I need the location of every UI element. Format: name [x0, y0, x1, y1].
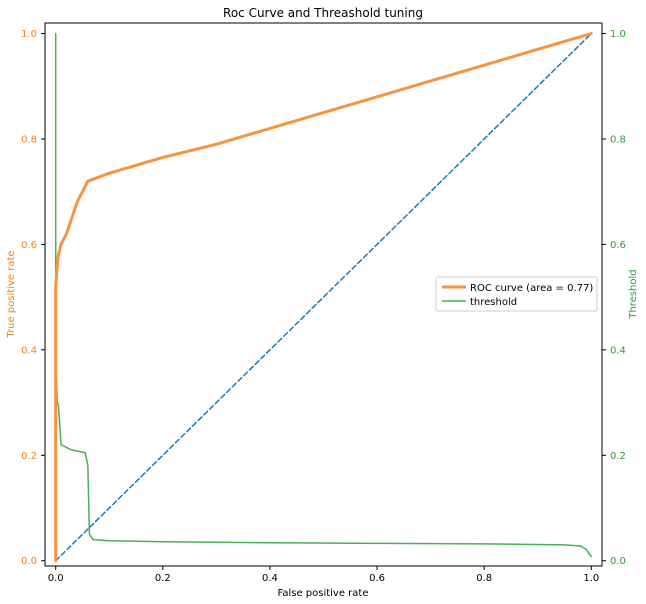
y-tick-label: 0.0 — [21, 556, 37, 567]
y2-tick-label: 1.0 — [610, 29, 626, 40]
legend-label-roc: ROC curve (area = 0.77) — [470, 283, 593, 294]
legend-box — [435, 276, 598, 312]
x-tick-label: 1.0 — [583, 573, 599, 584]
roc-curve-line — [54, 32, 593, 563]
y2-tick-label: 0.6 — [610, 240, 626, 251]
y-tick-label: 0.6 — [21, 240, 37, 251]
y2-tick-label: 0.4 — [610, 345, 626, 356]
plot-frame — [44, 22, 603, 567]
x-tick-label: 0.4 — [262, 573, 278, 584]
threshold-line — [54, 32, 593, 558]
x-tick-label: 0.2 — [155, 573, 171, 584]
x-tick-label: 0.6 — [369, 573, 385, 584]
y2-tick-label: 0.8 — [610, 134, 626, 145]
chart-title: Roc Curve and Threashold tuning — [223, 6, 423, 20]
x-tick-label: 0.0 — [48, 573, 64, 584]
x-tick-label: 0.8 — [476, 573, 492, 584]
legend-label-threshold: threshold — [470, 297, 517, 308]
x-axis-label: False positive rate — [278, 588, 369, 599]
y-tick-label: 0.4 — [21, 345, 37, 356]
y-tick-label: 1.0 — [21, 29, 37, 40]
y-tick-label: 0.8 — [21, 134, 37, 145]
y2-tick-label: 0.2 — [610, 451, 626, 462]
random-baseline-line — [54, 32, 593, 562]
y-axis-label: True positive rate — [6, 250, 17, 338]
y2-axis-label: Threshold — [628, 269, 639, 319]
legend: ROC curve (area = 0.77) threshold — [435, 276, 598, 312]
y2-tick-label: 0.0 — [610, 556, 626, 567]
y-tick-label: 0.2 — [21, 451, 37, 462]
